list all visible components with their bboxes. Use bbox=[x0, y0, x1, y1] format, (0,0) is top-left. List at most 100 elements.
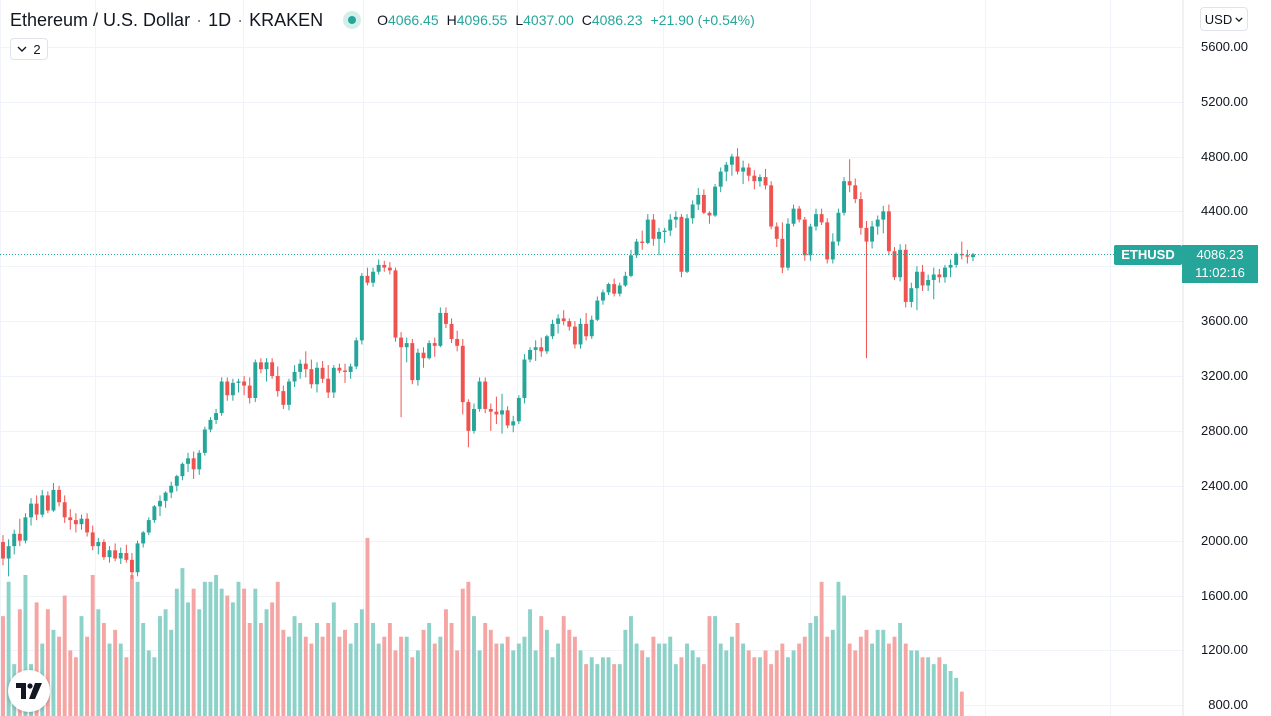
volume-bar bbox=[158, 616, 162, 716]
volume-bar bbox=[886, 643, 891, 716]
volume-bar bbox=[696, 657, 701, 716]
candle-body bbox=[494, 411, 499, 415]
volume-bar bbox=[954, 677, 959, 716]
candle-body bbox=[253, 362, 258, 398]
candle-body bbox=[152, 506, 157, 521]
volume-bar bbox=[118, 643, 123, 716]
volume-bar bbox=[466, 581, 471, 716]
low-value: L4037.00 bbox=[515, 12, 574, 28]
candle-body bbox=[511, 421, 516, 426]
candle-body bbox=[533, 347, 538, 350]
candle-body bbox=[713, 186, 718, 216]
candle-body bbox=[774, 226, 779, 239]
volume-bar bbox=[707, 616, 712, 716]
open-value: O4066.45 bbox=[377, 12, 439, 28]
candle-body bbox=[696, 194, 701, 205]
candle-body bbox=[679, 216, 684, 272]
candle-body bbox=[466, 402, 471, 431]
volume-bar bbox=[146, 650, 151, 716]
volume-bar bbox=[85, 636, 90, 716]
candle-body bbox=[931, 274, 936, 280]
candle-body bbox=[449, 323, 454, 339]
candle-body bbox=[853, 185, 858, 200]
candle-body bbox=[298, 363, 303, 372]
volume-bar bbox=[679, 657, 684, 716]
candle-body bbox=[376, 264, 381, 272]
candle-body bbox=[606, 284, 611, 293]
candle-body bbox=[556, 318, 561, 324]
volume-bar bbox=[230, 602, 235, 716]
volume-bar bbox=[690, 650, 695, 716]
candle-body bbox=[881, 211, 886, 220]
volume-bar bbox=[870, 643, 875, 716]
candle-body bbox=[685, 218, 690, 272]
candle-body bbox=[707, 212, 712, 216]
candle-body bbox=[236, 381, 241, 383]
price-axis-tick-label: 800.00 bbox=[1208, 697, 1248, 713]
candle-body bbox=[909, 288, 914, 302]
candle-body bbox=[79, 518, 84, 525]
volume-bar bbox=[814, 616, 818, 716]
volume-bar bbox=[931, 664, 936, 716]
candle-body bbox=[107, 550, 112, 558]
volume-bar bbox=[802, 636, 807, 716]
candle-body bbox=[690, 204, 695, 219]
exchange-label: KRAKEN bbox=[249, 9, 324, 30]
volume-bar bbox=[68, 650, 73, 716]
candle-body bbox=[752, 175, 757, 182]
candle-body bbox=[814, 214, 818, 227]
volume-bar bbox=[169, 629, 174, 716]
volume-bar bbox=[438, 636, 443, 716]
currency-selector[interactable]: USD bbox=[1200, 7, 1248, 31]
volume-bar bbox=[488, 629, 493, 716]
candle-body bbox=[612, 284, 617, 294]
price-axis-tick-label: 1200.00 bbox=[1201, 642, 1248, 658]
volume-bar bbox=[584, 664, 589, 716]
volume-bar bbox=[713, 616, 718, 716]
volume-bar bbox=[752, 657, 757, 716]
volume-bar bbox=[73, 657, 78, 716]
candle-body bbox=[62, 502, 67, 518]
volume-bar bbox=[101, 622, 106, 716]
volume-bar bbox=[774, 650, 779, 716]
candle-body bbox=[101, 542, 106, 558]
candle-body bbox=[584, 323, 589, 337]
candle-body bbox=[724, 164, 729, 172]
volume-bar bbox=[937, 657, 942, 716]
volume-bar bbox=[359, 609, 364, 716]
volume-bar bbox=[757, 657, 762, 716]
market-open-dot-icon bbox=[343, 11, 362, 29]
volume-bar bbox=[57, 636, 62, 716]
volume-bar bbox=[763, 650, 768, 716]
volume-bar bbox=[600, 657, 605, 716]
interval-label[interactable]: 1D bbox=[208, 9, 232, 30]
volume-bar bbox=[657, 643, 661, 716]
volume-bar bbox=[864, 629, 869, 716]
candle-body bbox=[163, 492, 168, 501]
candle-body bbox=[595, 300, 600, 320]
close-value: C4086.23 bbox=[581, 12, 643, 28]
candle-body bbox=[247, 385, 252, 398]
candle-body bbox=[617, 285, 622, 294]
symbol-title[interactable]: Ethereum / U.S. Dollar bbox=[10, 9, 191, 30]
volume-bar bbox=[701, 664, 706, 716]
candle-body bbox=[258, 362, 263, 370]
volume-bar bbox=[337, 636, 342, 716]
volume-bar bbox=[629, 616, 633, 716]
volume-bar bbox=[253, 588, 258, 716]
volume-bar bbox=[556, 643, 561, 716]
tradingview-logo-icon[interactable] bbox=[8, 670, 50, 712]
collapse-indicators-button[interactable]: 2 bbox=[10, 38, 48, 60]
candle-body bbox=[45, 495, 50, 511]
volume-bar bbox=[242, 588, 247, 716]
price-axis-tick-label: 1600.00 bbox=[1201, 587, 1248, 603]
volume-bar bbox=[561, 616, 566, 716]
price-axis-tick-label: 2800.00 bbox=[1201, 422, 1248, 438]
volume-bar bbox=[331, 602, 336, 716]
candle-body bbox=[382, 264, 387, 268]
volume-bar bbox=[522, 636, 527, 716]
volume-bar bbox=[617, 664, 622, 716]
volume-bar bbox=[415, 650, 420, 716]
volume-bar bbox=[393, 650, 398, 716]
